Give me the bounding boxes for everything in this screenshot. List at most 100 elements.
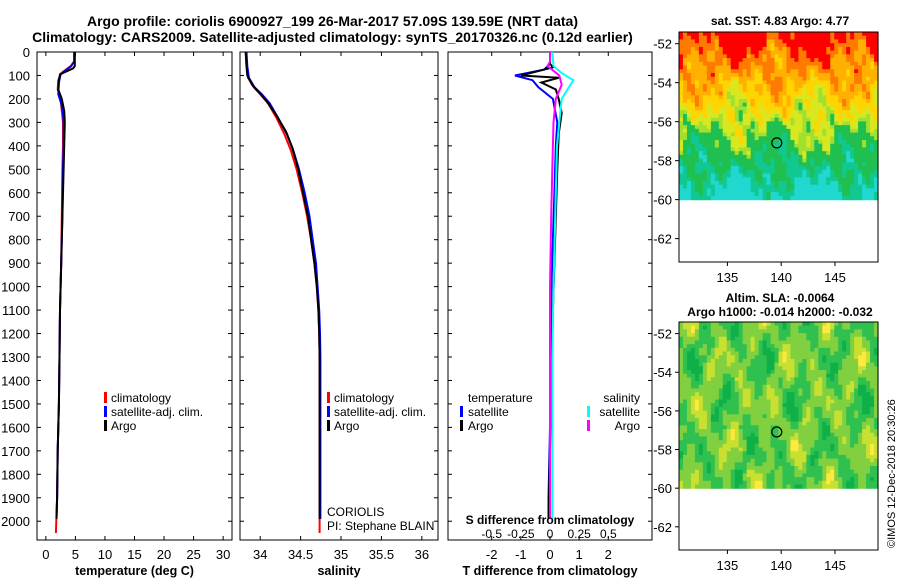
sla-map-cell bbox=[770, 366, 776, 371]
sst-map-cell bbox=[806, 91, 811, 96]
sla-map-cell bbox=[806, 477, 811, 482]
sst-map-cell bbox=[718, 80, 724, 85]
sst-map-cell bbox=[790, 169, 796, 175]
sla-map-cell bbox=[846, 440, 851, 445]
sla-map-cell bbox=[798, 377, 803, 382]
sla-map-cell bbox=[766, 425, 772, 430]
sst-map-cell bbox=[679, 54, 684, 59]
sla-map-cell bbox=[746, 477, 752, 482]
sst-map-cell bbox=[746, 39, 752, 44]
sst-map-cell bbox=[806, 76, 811, 82]
sla-map-cell bbox=[854, 454, 859, 460]
sla-map-cell bbox=[702, 406, 708, 412]
sst-map-cell bbox=[786, 58, 792, 63]
sla-map-cell bbox=[794, 429, 799, 434]
sla-map-cell bbox=[778, 406, 784, 412]
sst-map-cell bbox=[722, 192, 728, 197]
sla-map-cell bbox=[794, 432, 799, 438]
sla-map-cell bbox=[774, 436, 780, 441]
sst-map-cell bbox=[750, 143, 756, 149]
sla-map-cell bbox=[758, 340, 764, 345]
sla-map-cell bbox=[679, 399, 684, 404]
sst-map-cell bbox=[686, 110, 692, 115]
sla-map-cell bbox=[794, 329, 799, 334]
sst-map-cell bbox=[842, 128, 847, 134]
sst-map-cell bbox=[814, 166, 819, 171]
sla-map-cell bbox=[698, 469, 704, 474]
sst-map-cell bbox=[826, 35, 831, 41]
sst-map-cell bbox=[822, 99, 827, 104]
sla-map-cell bbox=[862, 429, 867, 434]
sst-map-cell bbox=[834, 128, 839, 134]
sla-map-cell bbox=[854, 325, 859, 330]
sla-map-cell bbox=[754, 466, 760, 471]
sst-map-cell bbox=[746, 173, 752, 178]
sla-map-cell bbox=[846, 447, 851, 452]
sla-map-cell bbox=[694, 429, 700, 434]
sst-map-cell bbox=[746, 132, 752, 137]
sst-map-cell bbox=[679, 69, 684, 74]
sst-map-cell bbox=[778, 91, 784, 96]
sst-map-cell bbox=[698, 39, 704, 44]
sst-map-cell bbox=[730, 140, 736, 145]
sla-map-cell bbox=[754, 377, 760, 382]
sst-map-xtick-label: 140 bbox=[770, 270, 792, 285]
sla-map-cell bbox=[790, 355, 796, 360]
sst-map-cell bbox=[802, 113, 807, 119]
sla-map-cell bbox=[726, 392, 732, 397]
sst-map-cell bbox=[786, 80, 792, 85]
salinity-legend-label: satellite-adj. clim. bbox=[334, 405, 426, 419]
sst-map-cell bbox=[798, 173, 803, 178]
sla-map-cell bbox=[874, 447, 879, 452]
sst-map-cell bbox=[834, 65, 839, 70]
sla-map-cell bbox=[694, 381, 700, 386]
sst-map-cell bbox=[686, 54, 692, 59]
sst-map-cell bbox=[774, 84, 780, 89]
sst-map-cell bbox=[858, 143, 863, 149]
sla-map-cell bbox=[754, 392, 760, 397]
sla-map-cell bbox=[690, 322, 696, 327]
sst-map-cell bbox=[806, 184, 811, 190]
sla-map-cell bbox=[858, 480, 863, 486]
sst-map-cell bbox=[834, 188, 839, 193]
sst-map-cell bbox=[802, 72, 807, 78]
sla-map-cell bbox=[694, 451, 700, 456]
sst-map-cell bbox=[786, 128, 792, 134]
sst-map-cell bbox=[679, 110, 684, 115]
sst-map-cell bbox=[686, 192, 692, 197]
sst-map-cell bbox=[682, 110, 688, 115]
sst-map-cell bbox=[690, 121, 696, 126]
temperature-series-argo bbox=[55, 52, 76, 519]
sst-map-cell bbox=[830, 61, 835, 67]
sla-map-cell bbox=[818, 384, 823, 390]
sst-map-cell bbox=[758, 166, 764, 171]
sst-map-cell bbox=[774, 65, 780, 70]
sla-map-cell bbox=[722, 381, 728, 386]
sla-map-cell bbox=[730, 418, 736, 423]
sst-map-cell bbox=[694, 132, 700, 137]
sst-map-cell bbox=[702, 166, 708, 171]
sst-map-cell bbox=[802, 177, 807, 182]
sla-map-cell bbox=[718, 403, 724, 408]
sla-map-cell bbox=[702, 344, 708, 349]
sst-map-cell bbox=[742, 143, 748, 149]
sst-map-cell bbox=[798, 43, 803, 48]
sst-map-cell bbox=[710, 76, 716, 82]
sst-map-cell bbox=[786, 158, 792, 163]
sst-map-cell bbox=[746, 76, 752, 82]
sla-map-cell bbox=[822, 336, 827, 342]
sst-map-cell bbox=[858, 54, 863, 59]
sla-map-cell bbox=[730, 344, 736, 349]
sst-map-cell bbox=[798, 102, 803, 108]
sst-map-cell bbox=[770, 121, 776, 126]
sla-map-cell bbox=[714, 384, 720, 390]
sla-map-cell bbox=[794, 451, 799, 456]
sst-map-cell bbox=[734, 154, 740, 160]
sla-map-cell bbox=[730, 458, 736, 463]
sst-map-cell bbox=[862, 173, 867, 178]
sst-map-cell bbox=[866, 147, 871, 152]
sla-map-cell bbox=[706, 388, 712, 393]
sla-map-cell bbox=[874, 344, 879, 349]
sla-map-cell bbox=[802, 351, 807, 356]
sla-map-cell bbox=[694, 347, 700, 353]
